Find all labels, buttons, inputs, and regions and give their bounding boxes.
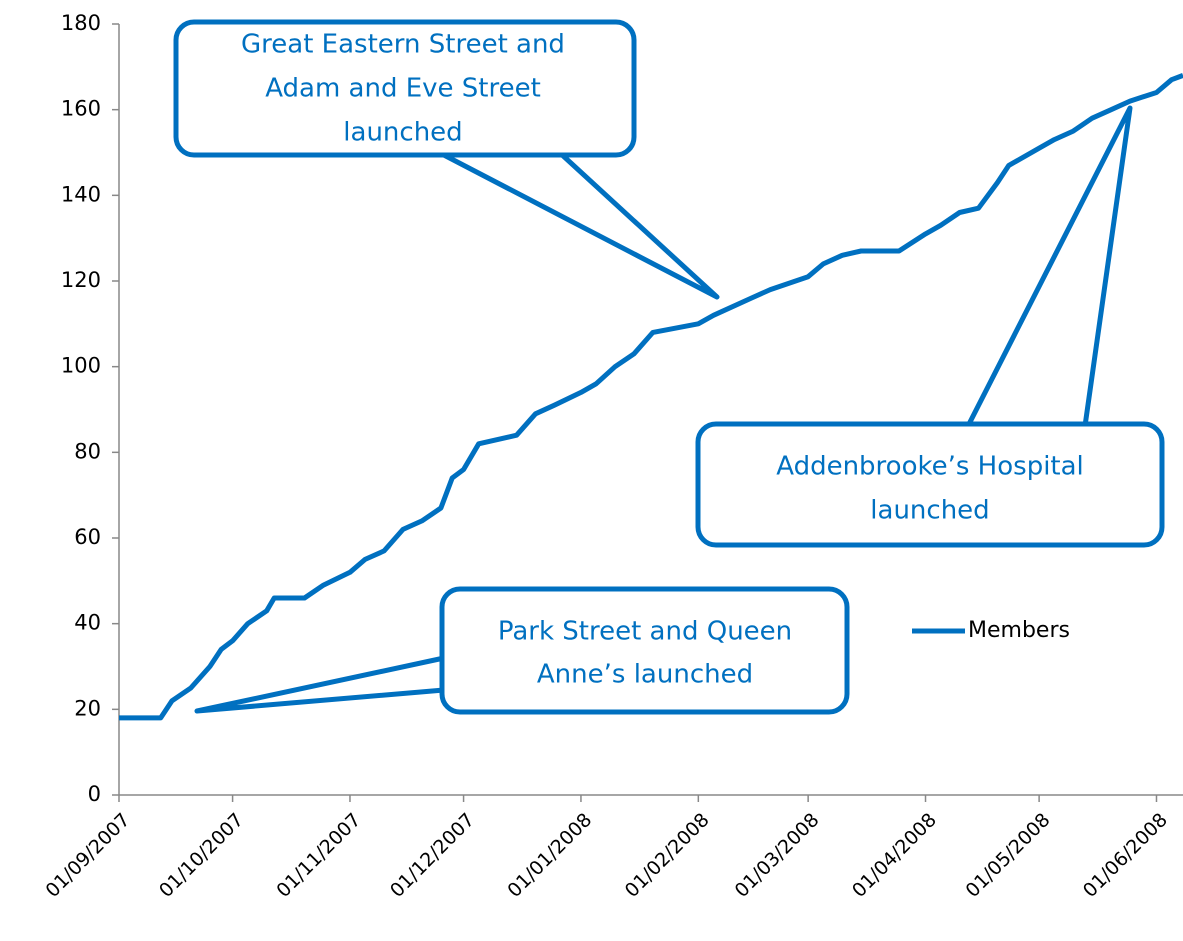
callout-box <box>439 586 850 715</box>
y-tick-label: 140 <box>61 182 101 206</box>
callout-text: Park Street and Queen <box>498 617 792 647</box>
y-tick-label: 180 <box>61 11 101 35</box>
x-tick-label: 01/05/2008 <box>962 809 1055 902</box>
callout-box <box>173 19 637 158</box>
callout-text: Great Eastern Street and <box>241 30 565 60</box>
x-tick-label: 01/03/2008 <box>731 809 824 902</box>
data-line <box>119 73 1183 721</box>
y-tick-label: 100 <box>61 354 101 378</box>
x-tick-label: 01/01/2008 <box>503 809 596 902</box>
callout-pointer <box>965 105 1133 429</box>
callout-text: Addenbrooke’s Hospital <box>776 452 1084 482</box>
y-tick-label: 40 <box>74 611 101 635</box>
y-tick-label: 160 <box>61 97 101 121</box>
x-tick-label: 01/10/2007 <box>155 809 248 902</box>
callout-pointer <box>437 150 720 300</box>
y-tick-label: 120 <box>61 268 101 292</box>
callout-text: Anne’s launched <box>537 660 753 690</box>
callout-pointer <box>194 655 447 714</box>
x-tick-label: 01/09/2007 <box>41 809 134 902</box>
x-tick-label: 01/04/2008 <box>848 809 941 902</box>
x-tick-label: 01/11/2007 <box>272 809 365 902</box>
y-tick-label: 60 <box>74 525 101 549</box>
y-tick-label: 0 <box>88 782 101 806</box>
x-tick-label: 01/02/2008 <box>621 809 714 902</box>
x-tick-label: 01/12/2007 <box>386 809 479 902</box>
y-tick-label: 80 <box>74 439 101 463</box>
y-tick-label: 20 <box>74 696 101 720</box>
callout-text: launched <box>870 496 989 526</box>
callout-text: launched <box>343 118 462 148</box>
x-tick-label: 01/06/2008 <box>1079 809 1172 902</box>
legend-label: Members <box>968 618 1070 643</box>
callout-box <box>695 421 1165 548</box>
callout-text: Adam and Eve Street <box>265 74 541 104</box>
